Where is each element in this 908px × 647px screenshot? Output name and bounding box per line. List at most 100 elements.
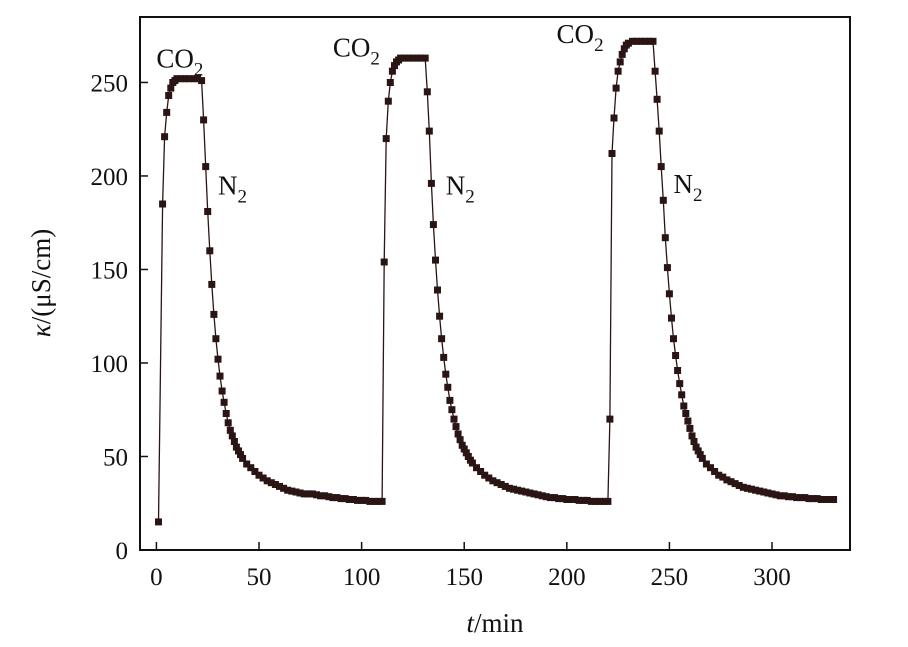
x-tick-label: 200: [548, 564, 586, 591]
data-point: [633, 37, 641, 45]
data-point: [655, 127, 663, 135]
axis-tick-labels: 0 50 100 150 200 250 300 0 50 100 150 200 250: [91, 70, 791, 591]
data-point: [743, 484, 751, 492]
data-point: [382, 135, 390, 143]
data-point: [384, 97, 392, 105]
data-point: [214, 355, 222, 363]
data-point: [789, 493, 796, 501]
data-point: [317, 492, 325, 500]
data-point: [421, 54, 429, 62]
data-point: [276, 482, 283, 490]
data-point: [409, 54, 417, 62]
data-point: [663, 264, 671, 272]
data-point: [587, 497, 595, 505]
data-point: [637, 37, 645, 45]
data-point: [300, 490, 308, 498]
data-point: [641, 37, 649, 45]
data-point: [731, 480, 739, 488]
y-axis-symbol: κ: [26, 323, 56, 337]
data-point: [391, 62, 398, 70]
data-point: [206, 247, 214, 255]
x-axis-symbol: t: [466, 608, 475, 638]
data-point: [629, 37, 636, 45]
data-point: [454, 430, 462, 438]
data-point: [473, 464, 480, 472]
data-point: [608, 150, 616, 157]
data-point: [604, 497, 612, 505]
data-point: [243, 460, 251, 468]
data-point: [752, 486, 760, 494]
data-point: [247, 464, 255, 472]
data-point: [198, 77, 206, 85]
data-point: [776, 492, 784, 500]
data-point: [321, 492, 329, 500]
data-point: [413, 54, 421, 62]
data-point: [764, 489, 772, 497]
data-point: [692, 443, 700, 451]
series-line: [157, 40, 834, 522]
data-point: [668, 314, 675, 322]
data-point: [624, 39, 632, 47]
data-point: [163, 108, 171, 116]
data-point: [456, 436, 464, 444]
data-point: [423, 88, 431, 96]
data-point: [458, 441, 466, 449]
data-point: [378, 497, 386, 505]
data-point: [809, 495, 817, 503]
data-point: [686, 424, 694, 432]
data-point: [208, 280, 216, 288]
data-point: [514, 486, 522, 494]
data-point: [493, 479, 501, 487]
gas-label: N2: [674, 169, 703, 206]
data-point: [481, 471, 489, 479]
data-point: [534, 491, 542, 499]
data-point: [702, 460, 710, 468]
data-point: [780, 492, 788, 500]
data-point: [255, 471, 263, 479]
gas-label: N2: [446, 171, 475, 208]
data-point: [522, 488, 530, 496]
data-point: [596, 497, 604, 505]
x-tick-label: 100: [343, 564, 381, 591]
data-point: [462, 449, 470, 457]
gas-label: N2: [218, 171, 247, 208]
data-point: [212, 335, 220, 343]
data-point: [694, 447, 702, 455]
data-point: [216, 372, 224, 380]
data-point: [672, 352, 680, 359]
data-point: [464, 453, 472, 460]
data-point: [563, 496, 571, 503]
data-point: [161, 133, 169, 141]
data-point: [707, 464, 714, 472]
data-point: [267, 479, 275, 487]
data-point: [670, 335, 677, 343]
data-point: [555, 495, 563, 503]
data-point: [727, 478, 735, 486]
data-point: [429, 221, 437, 229]
data-point: [218, 387, 226, 395]
data-point: [748, 485, 755, 493]
data-point: [649, 37, 657, 45]
data-point: [450, 415, 458, 423]
data-point: [167, 84, 175, 92]
data-point: [616, 58, 624, 66]
data-point: [237, 451, 244, 459]
data-point: [329, 494, 337, 502]
x-tick-label: 300: [753, 564, 791, 591]
data-point: [571, 496, 579, 503]
data-point: [460, 445, 468, 453]
y-axis-title: κ/(μS/cm): [26, 229, 56, 337]
data-point: [251, 468, 259, 475]
data-point: [220, 398, 228, 406]
gas-label: CO2: [156, 43, 203, 80]
data-point: [665, 290, 673, 298]
data-point: [614, 67, 622, 75]
data-point: [280, 484, 288, 492]
data-point: [538, 492, 546, 500]
data-point: [567, 496, 575, 503]
data-point: [768, 490, 776, 498]
data-point: [259, 474, 267, 482]
data-point: [452, 423, 460, 431]
data-point: [232, 443, 240, 451]
y-tick-label: 200: [91, 164, 129, 191]
